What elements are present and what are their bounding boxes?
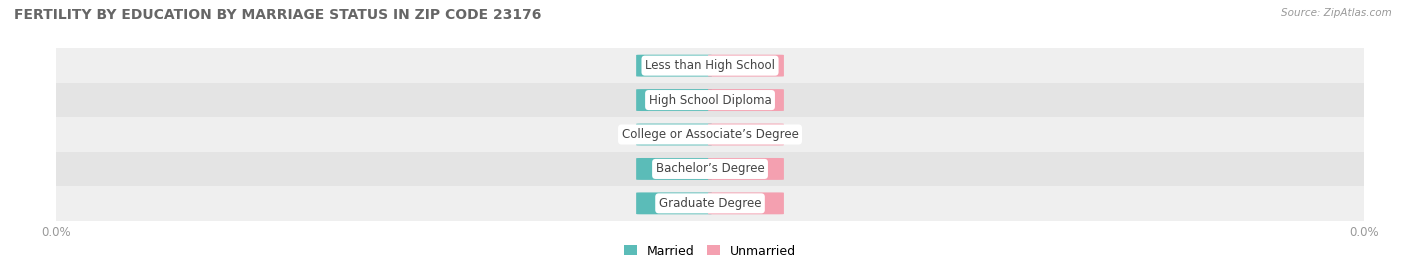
FancyBboxPatch shape xyxy=(709,89,785,111)
Text: 0.0%: 0.0% xyxy=(659,164,689,174)
FancyBboxPatch shape xyxy=(709,192,785,214)
FancyBboxPatch shape xyxy=(709,55,785,77)
Text: College or Associate’s Degree: College or Associate’s Degree xyxy=(621,128,799,141)
FancyBboxPatch shape xyxy=(709,123,785,146)
Text: 0.0%: 0.0% xyxy=(659,95,689,105)
Text: 0.0%: 0.0% xyxy=(659,129,689,140)
Bar xyxy=(56,48,1364,83)
Text: FERTILITY BY EDUCATION BY MARRIAGE STATUS IN ZIP CODE 23176: FERTILITY BY EDUCATION BY MARRIAGE STATU… xyxy=(14,8,541,22)
Text: High School Diploma: High School Diploma xyxy=(648,94,772,107)
Text: Source: ZipAtlas.com: Source: ZipAtlas.com xyxy=(1281,8,1392,18)
Text: 0.0%: 0.0% xyxy=(731,198,761,208)
Text: Less than High School: Less than High School xyxy=(645,59,775,72)
Text: 0.0%: 0.0% xyxy=(731,61,761,71)
FancyBboxPatch shape xyxy=(636,158,711,180)
Text: 0.0%: 0.0% xyxy=(731,95,761,105)
Bar xyxy=(56,117,1364,152)
Bar xyxy=(56,186,1364,221)
Text: 0.0%: 0.0% xyxy=(731,164,761,174)
FancyBboxPatch shape xyxy=(709,158,785,180)
FancyBboxPatch shape xyxy=(636,89,711,111)
Legend: Married, Unmarried: Married, Unmarried xyxy=(619,239,801,263)
Bar xyxy=(56,83,1364,117)
Text: 0.0%: 0.0% xyxy=(659,198,689,208)
Text: 0.0%: 0.0% xyxy=(659,61,689,71)
Text: Bachelor’s Degree: Bachelor’s Degree xyxy=(655,162,765,175)
FancyBboxPatch shape xyxy=(636,123,711,146)
FancyBboxPatch shape xyxy=(636,55,711,77)
Bar xyxy=(56,152,1364,186)
Text: 0.0%: 0.0% xyxy=(731,129,761,140)
FancyBboxPatch shape xyxy=(636,192,711,214)
Text: Graduate Degree: Graduate Degree xyxy=(659,197,761,210)
